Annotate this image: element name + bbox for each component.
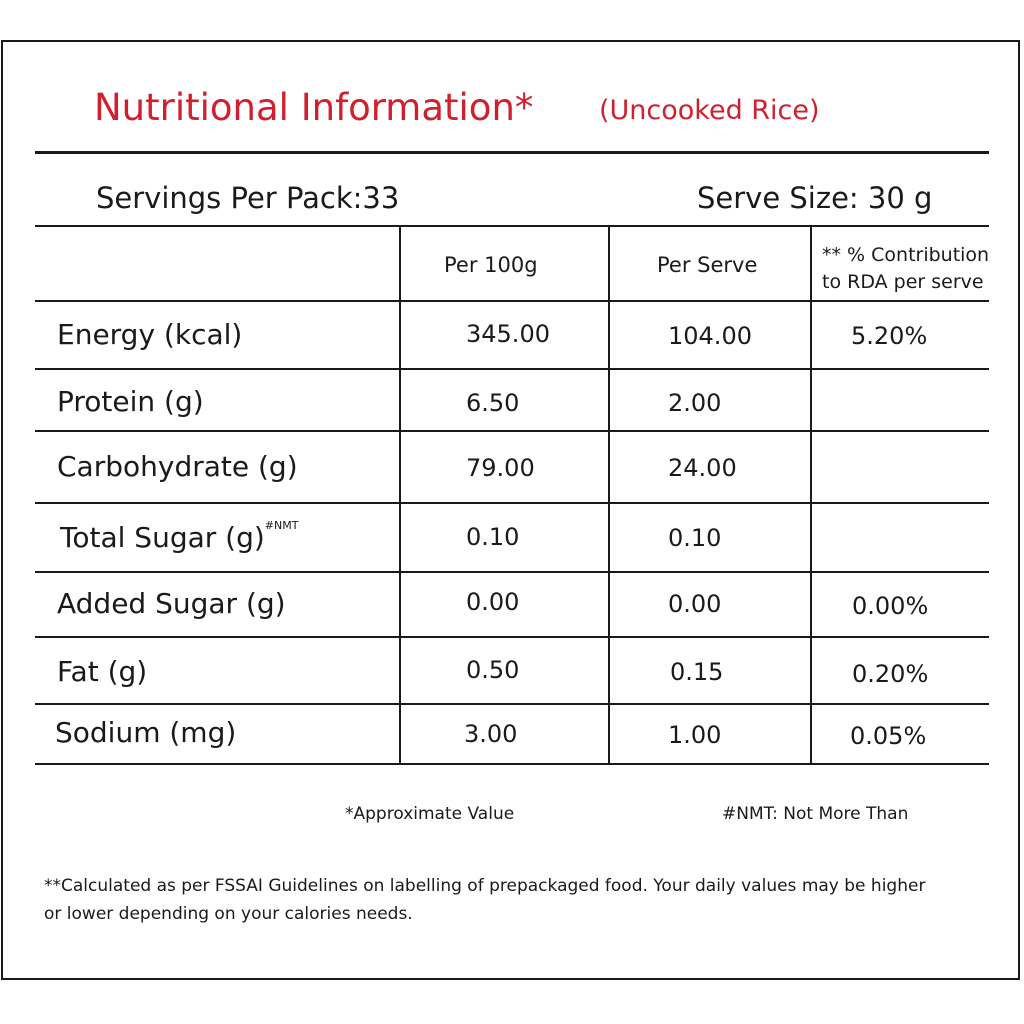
fat-rda: 0.20% xyxy=(852,660,929,688)
protein-per-100g: 6.50 xyxy=(466,389,520,417)
servings-per-pack: Servings Per Pack:33 xyxy=(96,181,400,215)
footnote-line1: **Calculated as per FSSAI Guidelines on … xyxy=(44,876,926,896)
total-sugar-per-100g: 0.10 xyxy=(466,523,520,551)
added-sugar-rda: 0.00% xyxy=(852,592,929,620)
added-sugar-per-serve: 0.00 xyxy=(668,590,722,618)
column-header-rda-line2: to RDA per serve xyxy=(822,271,984,293)
page-title: Nutritional Information* xyxy=(94,86,534,129)
approximate-value-note: *Approximate Value xyxy=(345,804,515,824)
sodium-per-serve: 1.00 xyxy=(668,721,722,749)
column-header-rda-line1: ** % Contribution xyxy=(822,244,990,266)
fat-per-serve: 0.15 xyxy=(670,658,724,686)
protein-per-serve: 2.00 xyxy=(668,389,722,417)
column-divider xyxy=(810,226,812,764)
table-top-line xyxy=(35,225,989,227)
fat-per-100g: 0.50 xyxy=(466,656,520,684)
row-label-carbohydrate: Carbohydrate (g) xyxy=(57,450,298,483)
header-bottom-line xyxy=(35,300,989,302)
label-frame xyxy=(1,40,1020,980)
energy-per-serve: 104.00 xyxy=(668,322,752,350)
row-label-total-sugar: Total Sugar (g)#NMT xyxy=(60,519,299,554)
row-label-fat: Fat (g) xyxy=(57,655,148,688)
total-sugar-per-serve: 0.10 xyxy=(668,524,722,552)
table-bottom-line xyxy=(35,763,989,765)
row-divider xyxy=(35,430,989,432)
column-header-per-serve: Per Serve xyxy=(657,253,758,277)
column-divider xyxy=(608,226,610,764)
row-label-protein: Protein (g) xyxy=(57,385,204,418)
row-divider xyxy=(35,636,989,638)
energy-rda: 5.20% xyxy=(851,322,928,350)
sodium-per-100g: 3.00 xyxy=(464,720,518,748)
page-subtitle: (Uncooked Rice) xyxy=(599,95,820,126)
carbohydrate-per-100g: 79.00 xyxy=(466,454,535,482)
title-divider xyxy=(35,151,989,154)
column-header-per-100g: Per 100g xyxy=(444,253,538,277)
row-label-added-sugar: Added Sugar (g) xyxy=(57,587,286,620)
carbohydrate-per-serve: 24.00 xyxy=(668,454,737,482)
row-divider xyxy=(35,502,989,504)
total-sugar-label-text: Total Sugar (g) xyxy=(60,521,265,554)
energy-per-100g: 345.00 xyxy=(466,320,550,348)
row-divider xyxy=(35,703,989,705)
footnote-line2: or lower depending on your calories need… xyxy=(44,904,413,924)
serve-size: Serve Size: 30 g xyxy=(697,181,933,215)
nmt-note: #NMT: Not More Than xyxy=(722,804,909,824)
nmt-marker: #NMT xyxy=(264,519,299,532)
row-divider xyxy=(35,571,989,573)
row-label-sodium: Sodium (mg) xyxy=(55,716,237,749)
row-divider xyxy=(35,368,989,370)
added-sugar-per-100g: 0.00 xyxy=(466,588,520,616)
column-divider xyxy=(399,226,401,764)
row-label-energy: Energy (kcal) xyxy=(57,318,243,351)
sodium-rda: 0.05% xyxy=(850,722,927,750)
